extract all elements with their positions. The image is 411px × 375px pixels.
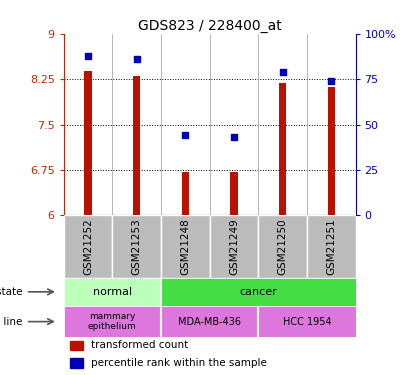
Bar bbox=[69, 358, 83, 368]
Text: GSM21251: GSM21251 bbox=[326, 218, 336, 275]
Bar bbox=[161, 306, 258, 337]
Text: cell line: cell line bbox=[0, 316, 23, 327]
Point bbox=[279, 69, 286, 75]
Text: percentile rank within the sample: percentile rank within the sample bbox=[91, 358, 267, 368]
Text: HCC 1954: HCC 1954 bbox=[283, 316, 331, 327]
Bar bbox=[112, 215, 161, 278]
Bar bbox=[328, 87, 335, 215]
Text: GSM21250: GSM21250 bbox=[277, 218, 288, 275]
Text: MDA-MB-436: MDA-MB-436 bbox=[178, 316, 241, 327]
Bar bbox=[64, 306, 161, 337]
Bar bbox=[161, 215, 210, 278]
Title: GDS823 / 228400_at: GDS823 / 228400_at bbox=[138, 19, 282, 33]
Text: disease state: disease state bbox=[0, 287, 23, 297]
Text: GSM21249: GSM21249 bbox=[229, 218, 239, 275]
Text: mammary
epithelium: mammary epithelium bbox=[88, 312, 137, 332]
Text: cancer: cancer bbox=[239, 287, 277, 297]
Bar bbox=[230, 172, 238, 215]
Bar bbox=[279, 83, 286, 215]
Bar bbox=[64, 215, 112, 278]
Text: transformed count: transformed count bbox=[91, 340, 189, 350]
Point bbox=[182, 132, 189, 138]
Bar bbox=[258, 306, 356, 337]
Point bbox=[133, 56, 140, 62]
Bar bbox=[84, 71, 92, 215]
Bar bbox=[307, 215, 356, 278]
Bar bbox=[210, 215, 258, 278]
Point bbox=[328, 78, 335, 84]
Text: GSM21253: GSM21253 bbox=[132, 218, 142, 275]
Point bbox=[231, 134, 237, 140]
Text: normal: normal bbox=[93, 287, 132, 297]
Bar bbox=[182, 172, 189, 215]
Bar bbox=[69, 340, 83, 350]
Bar bbox=[161, 278, 356, 306]
Point bbox=[85, 53, 91, 58]
Bar bbox=[133, 76, 140, 215]
Text: GSM21248: GSM21248 bbox=[180, 218, 190, 275]
Text: GSM21252: GSM21252 bbox=[83, 218, 93, 275]
Bar bbox=[64, 278, 161, 306]
Bar bbox=[258, 215, 307, 278]
